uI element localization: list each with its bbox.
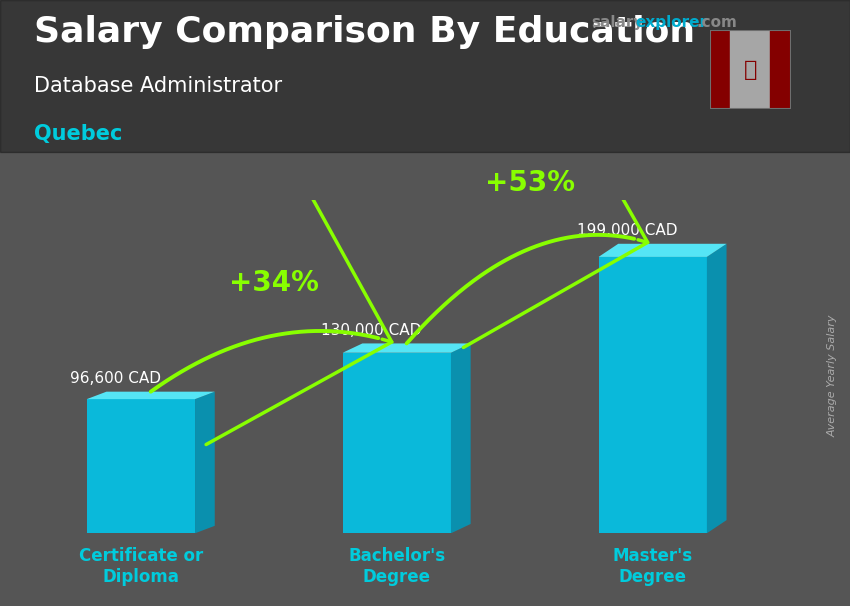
Polygon shape [707,244,727,533]
Text: Database Administrator: Database Administrator [34,76,282,96]
Bar [343,353,451,533]
Text: salary: salary [591,15,643,30]
FancyArrowPatch shape [206,156,392,445]
Polygon shape [195,391,215,533]
Bar [87,399,195,533]
Polygon shape [598,244,727,257]
Polygon shape [343,344,471,353]
Text: 🍁: 🍁 [744,59,756,80]
Text: Quebec: Quebec [34,124,122,144]
Text: Average Yearly Salary: Average Yearly Salary [827,315,837,437]
FancyArrowPatch shape [463,58,648,347]
Text: +34%: +34% [229,269,319,297]
Text: 96,600 CAD: 96,600 CAD [70,371,161,386]
Text: 130,000 CAD: 130,000 CAD [321,323,422,338]
Polygon shape [451,344,471,533]
Bar [730,30,770,109]
Text: .com: .com [697,15,738,30]
Bar [710,30,730,109]
Text: explorer: explorer [636,15,708,30]
Bar [598,257,707,533]
Bar [770,30,790,109]
Text: +53%: +53% [484,169,575,197]
Polygon shape [87,391,215,399]
Text: Salary Comparison By Education: Salary Comparison By Education [34,15,695,49]
Text: 199,000 CAD: 199,000 CAD [577,223,677,238]
